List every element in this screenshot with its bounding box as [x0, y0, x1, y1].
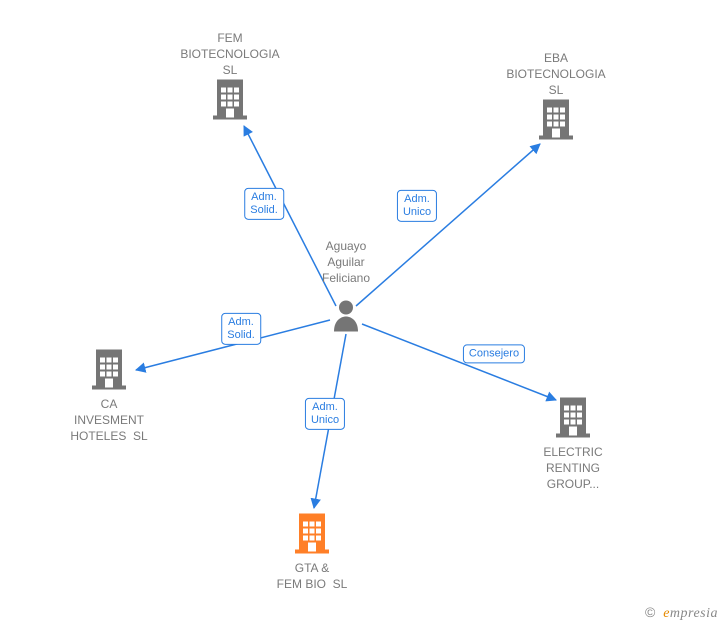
node-elec	[556, 398, 590, 443]
node-ca	[92, 350, 126, 395]
edge-label-ca: Adm. Solid.	[221, 313, 261, 345]
building-icon	[539, 100, 573, 140]
edge-label-eba: Adm. Unico	[397, 190, 437, 222]
building-icon	[295, 514, 329, 554]
person-icon	[332, 300, 360, 332]
building-icon	[92, 350, 126, 390]
node-label-fem: FEM BIOTECNOLOGIA SL	[180, 30, 279, 79]
edge-eba	[356, 144, 540, 306]
edge-label-gta: Adm. Unico	[305, 398, 345, 430]
edge-elec	[362, 324, 556, 400]
edge-label-elec: Consejero	[463, 344, 525, 363]
node-label-elec: ELECTRIC RENTING GROUP...	[543, 444, 602, 493]
watermark: © empresia	[645, 604, 718, 622]
node-fem	[213, 80, 247, 125]
node-gta	[295, 514, 329, 559]
node-label-eba: EBA BIOTECNOLOGIA SL	[506, 50, 605, 99]
node-eba	[539, 100, 573, 145]
edges-layer	[0, 0, 728, 630]
network-canvas: Aguayo Aguilar Feliciano FEM BIOTECNOLOGI…	[0, 0, 728, 630]
building-icon	[556, 398, 590, 438]
node-label-gta: GTA & FEM BIO SL	[277, 560, 348, 592]
copyright-symbol: ©	[645, 604, 656, 620]
watermark-e: e	[663, 606, 670, 621]
building-icon	[213, 80, 247, 120]
watermark-rest: mpresia	[670, 606, 718, 621]
center-label: Aguayo Aguilar Feliciano	[322, 238, 370, 287]
center-person	[332, 300, 360, 337]
node-label-ca: CA INVESMENT HOTELES SL	[70, 396, 147, 445]
edge-label-fem: Adm. Solid.	[244, 188, 284, 220]
